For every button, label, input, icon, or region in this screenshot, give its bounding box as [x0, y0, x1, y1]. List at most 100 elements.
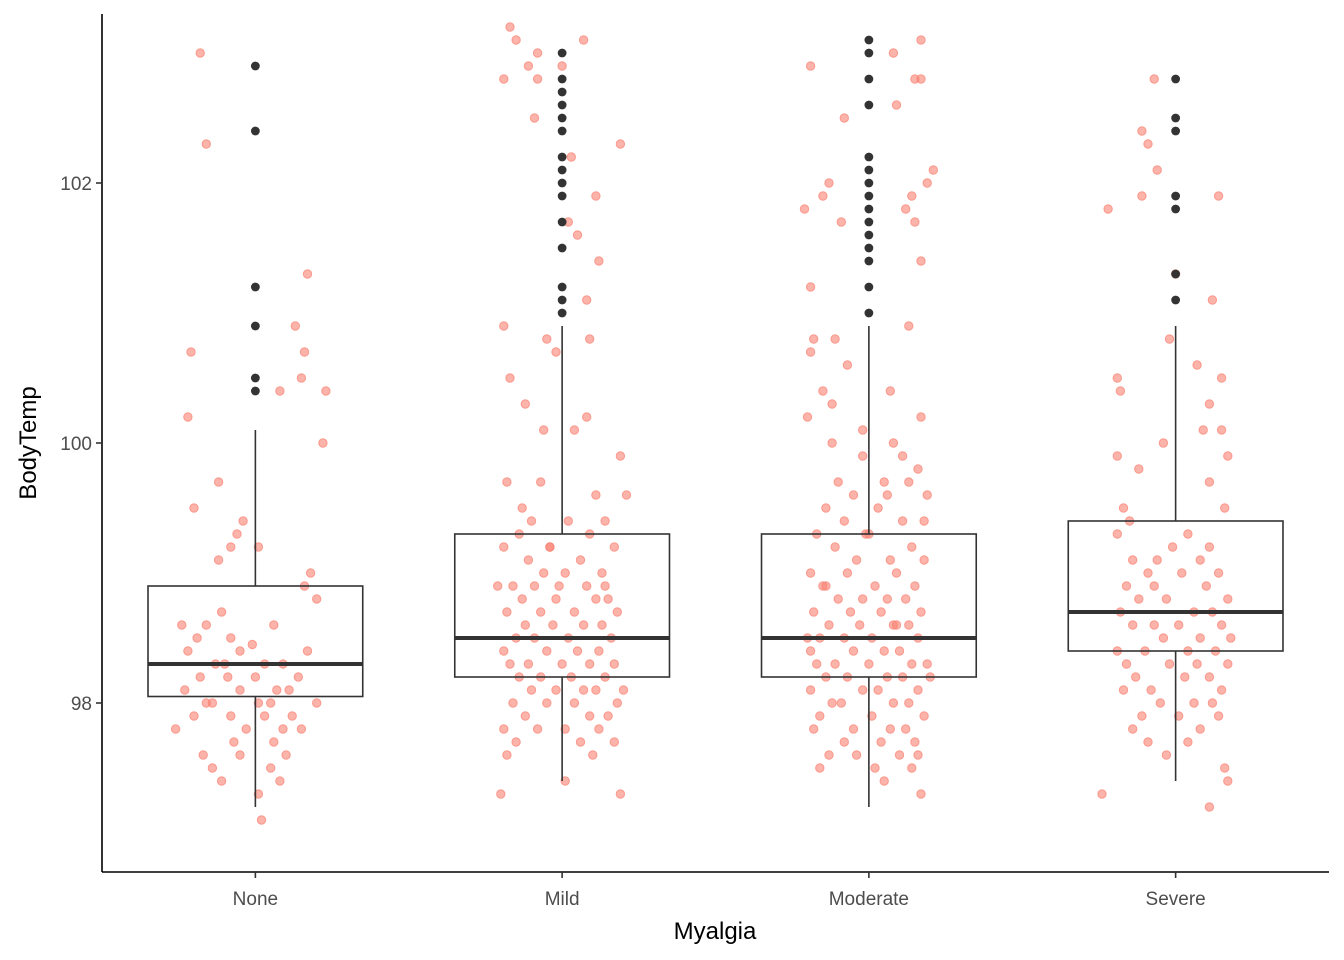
jitter-point-none-36: [223, 672, 233, 682]
jitter-point-severe-46: [1128, 620, 1138, 630]
jitter-point-severe-60: [1204, 672, 1215, 682]
outlier-point-moderate-0: [864, 308, 874, 318]
jitter-point-moderate-10: [818, 191, 828, 201]
jitter-point-moderate-113: [891, 620, 902, 630]
jitter-point-none-18: [305, 568, 316, 578]
jitter-point-mild-47: [517, 594, 527, 604]
jitter-point-mild-81: [585, 711, 595, 721]
jitter-point-severe-2: [1143, 139, 1153, 149]
jitter-point-mild-100: [621, 490, 632, 500]
jitter-point-severe-72: [1143, 737, 1153, 747]
jitter-point-mild-18: [505, 373, 515, 383]
jitter-point-mild-86: [532, 724, 543, 734]
jitter-point-mild-93: [496, 789, 506, 799]
jitter-point-none-62: [256, 815, 267, 825]
jitter-point-severe-4: [1137, 191, 1147, 201]
jitter-point-severe-30: [1195, 555, 1205, 565]
jitter-point-mild-34: [609, 542, 619, 552]
box-moderate: [760, 533, 978, 678]
jitter-point-mild-44: [603, 594, 613, 604]
jitter-point-none-58: [266, 763, 276, 773]
jitter-point-severe-66: [1207, 698, 1218, 708]
jitter-point-mild-3: [532, 48, 543, 58]
jitter-point-none-9: [253, 542, 264, 552]
jitter-point-moderate-24: [827, 399, 837, 409]
jitter-point-moderate-6: [891, 100, 902, 110]
jitter-point-moderate-9: [922, 178, 932, 188]
jitter-point-mild-39: [539, 568, 549, 578]
jitter-point-moderate-41: [922, 490, 932, 500]
jitter-point-none-35: [250, 672, 261, 682]
jitter-point-mild-11: [591, 191, 601, 201]
jitter-point-none-39: [284, 685, 294, 695]
jitter-point-mild-52: [578, 620, 589, 630]
jitter-point-moderate-111: [916, 789, 926, 799]
jitter-point-moderate-78: [830, 659, 840, 669]
jitter-point-mild-67: [609, 659, 619, 669]
jitter-point-moderate-118: [818, 581, 828, 591]
jitter-point-none-10: [213, 555, 224, 565]
jitter-point-mild-103: [554, 581, 564, 591]
jitter-point-severe-31: [1128, 555, 1138, 565]
jitter-point-mild-28: [526, 516, 537, 526]
jitter-point-moderate-15: [901, 204, 911, 214]
outlier-point-mild-14: [557, 48, 567, 58]
jitter-point-none-2: [186, 347, 196, 357]
jitter-point-mild-74: [551, 685, 561, 695]
jitter-point-severe-3: [1103, 204, 1113, 214]
jitter-point-moderate-73: [879, 646, 889, 656]
jitter-point-mild-55: [520, 620, 530, 630]
jitter-point-none-4: [213, 477, 224, 487]
jitter-point-none-13: [299, 347, 310, 357]
jitter-point-moderate-62: [845, 607, 856, 617]
jitter-point-none-5: [189, 503, 199, 513]
jitter-point-moderate-48: [885, 555, 895, 565]
outlier-point-mild-7: [557, 165, 567, 175]
jitter-point-severe-1: [1137, 126, 1147, 136]
outlier-point-mild-9: [557, 126, 567, 136]
jitter-point-moderate-30: [827, 438, 837, 448]
jitter-point-moderate-18: [809, 334, 819, 344]
jitter-point-mild-78: [508, 698, 518, 708]
jitter-point-none-26: [302, 646, 313, 656]
box-none: [147, 585, 364, 698]
jitter-point-moderate-77: [922, 659, 932, 669]
jitter-point-severe-38: [1223, 594, 1233, 604]
jitter-point-severe-28: [1204, 542, 1215, 552]
jitter-point-severe-59: [1180, 672, 1190, 682]
jitter-point-none-41: [253, 698, 264, 708]
outlier-point-mild-13: [557, 74, 567, 84]
outlier-point-mild-10: [557, 113, 567, 123]
jitter-point-moderate-86: [873, 685, 883, 695]
jitter-point-mild-1: [511, 35, 521, 45]
jitter-point-mild-68: [505, 659, 515, 669]
outlier-point-none-0: [250, 386, 260, 396]
jitter-point-mild-64: [585, 659, 595, 669]
outlier-point-none-5: [250, 61, 260, 71]
outlier-point-mild-6: [557, 178, 567, 188]
jitter-point-none-48: [278, 724, 288, 734]
jitter-point-moderate-21: [830, 334, 840, 344]
jitter-point-none-52: [229, 737, 239, 747]
jitter-point-severe-65: [1155, 698, 1166, 708]
outlier-point-moderate-14: [864, 35, 874, 45]
jitter-point-mild-84: [499, 724, 509, 734]
jitter-point-moderate-53: [842, 568, 853, 578]
jitter-point-moderate-20: [805, 347, 816, 357]
jitter-point-none-24: [269, 620, 279, 630]
jitter-point-moderate-31: [858, 451, 868, 461]
jitter-point-severe-12: [1216, 373, 1227, 383]
jitter-point-none-47: [189, 711, 199, 721]
jitter-point-moderate-68: [824, 620, 834, 630]
jitter-point-mild-38: [597, 568, 607, 578]
jitter-point-severe-73: [1183, 737, 1193, 747]
jitter-point-none-61: [253, 789, 264, 799]
jitter-point-moderate-13: [836, 217, 846, 227]
jitter-point-moderate-16: [916, 256, 926, 266]
jitter-point-severe-71: [1195, 724, 1205, 734]
jitter-point-mild-73: [578, 685, 589, 695]
jitter-point-severe-68: [1174, 711, 1184, 721]
jitter-point-moderate-89: [805, 685, 816, 695]
jitter-point-mild-37: [523, 555, 534, 565]
